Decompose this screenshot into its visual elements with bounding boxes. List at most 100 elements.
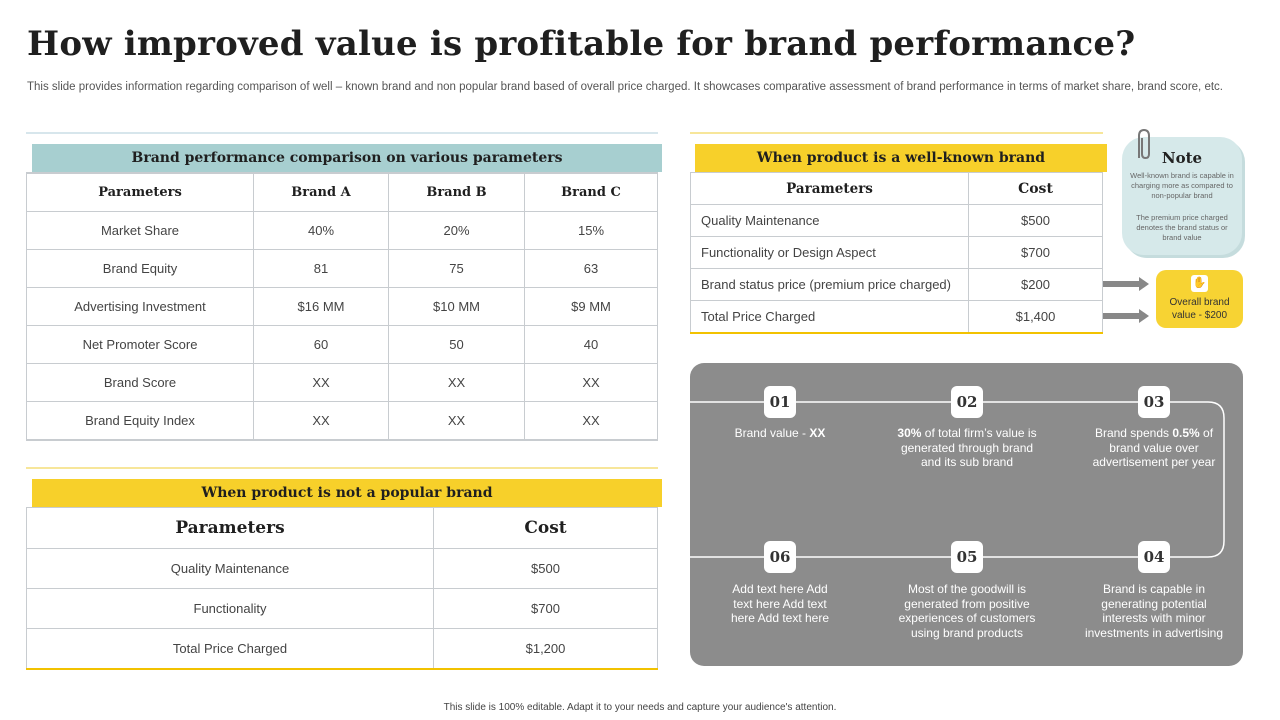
table-cell: Quality Maintenance [690,204,969,237]
brand-performance-table: Parameters Brand A Brand B Brand C Marke… [26,172,658,441]
step-number: 01 [764,386,796,418]
table-cell: 40% [253,211,389,250]
table-cell: XX [524,401,658,441]
step-description: 30% of total firm’s value is generated t… [892,426,1042,470]
page-subtitle: This slide provides information regardin… [27,81,1223,93]
overall-brand-value-box: ✋ Overall brand value - $200 [1156,270,1243,328]
table-cell: $500 [968,204,1103,237]
table-cell: $200 [968,268,1103,301]
table-cell: $500 [433,548,658,589]
table-header-row: Parameters Cost [26,507,658,549]
table-cell: Market Share [26,211,254,250]
table-cell: Advertising Investment [26,287,254,326]
header-cell: Parameters [26,507,434,549]
table-cell: Brand Equity Index [26,401,254,441]
note-text: The premium price charged denotes the br… [1136,213,1228,242]
table-cell: $700 [968,236,1103,269]
table-cell: $16 MM [253,287,389,326]
divider [26,132,658,134]
header-cell: Brand B [388,172,525,212]
table-cell: 63 [524,249,658,288]
perf-banner: Brand performance comparison on various … [32,144,662,172]
divider [26,467,658,469]
table-cell: Total Price Charged [26,628,434,670]
table-cell: 60 [253,325,389,364]
table-cell: $9 MM [524,287,658,326]
table-cell: 40 [524,325,658,364]
table-cell: XX [524,363,658,402]
step-description: Brand value - XX [705,426,855,441]
table-cell: Brand Equity [26,249,254,288]
table-cell: Functionality or Design Aspect [690,236,969,269]
well-known-brand-table: Parameters Cost Quality Maintenance $500… [690,172,1103,334]
step-description: Brand is capable in generating potential… [1084,582,1224,640]
table-cell: XX [253,401,389,441]
header-cell: Brand A [253,172,389,212]
table-cell: $1,200 [433,628,658,670]
header-cell: Brand C [524,172,658,212]
step-description: Most of the goodwill is generated from p… [898,582,1036,640]
paperclip-icon [1138,128,1150,160]
table-cell: XX [388,363,525,402]
table-row: Net Promoter Score 60 50 40 [26,325,658,364]
table-cell: $10 MM [388,287,525,326]
table-cell: 50 [388,325,525,364]
table-cell: 20% [388,211,525,250]
step-number: 06 [764,541,796,573]
step-text-bold: 30% [897,426,922,440]
note-box: Note Well-known brand is capable in char… [1122,137,1242,255]
overall-line-1: Overall brand [1169,297,1230,308]
known-banner: When product is a well-known brand [695,144,1107,172]
table-row: Brand Equity Index XX XX XX [26,401,658,441]
table-cell: Brand status price (premium price charge… [690,268,969,301]
table-row: Total Price Charged $1,200 [26,628,658,670]
overall-line-2: value - $200 [1171,310,1228,321]
table-row: Brand Equity 81 75 63 [26,249,658,288]
table-cell: 75 [388,249,525,288]
step-description: Brand spends 0.5% of brand value over ad… [1082,426,1226,470]
table-row: Quality Maintenance $500 [26,548,658,589]
table-cell: Total Price Charged [690,300,969,334]
table-cell: $1,400 [968,300,1103,334]
step-text-part: of brand value over advertisement per ye… [1092,426,1216,469]
table-row: Market Share 40% 20% 15% [26,211,658,250]
step-description: Add text here Add text here Add text her… [730,582,830,625]
table-row: Total Price Charged $1,400 [690,300,1103,334]
step-number: 04 [1138,541,1170,573]
table-cell: 81 [253,249,389,288]
table-row: Functionality $700 [26,588,658,629]
step-text-part: of total firm’s value is generated throu… [900,426,1037,469]
process-panel: 01 02 03 06 05 04 Brand value - XX 30% o… [690,363,1243,666]
hand-coin-icon: ✋ [1191,275,1208,292]
table-row: Advertising Investment $16 MM $10 MM $9 … [26,287,658,326]
table-cell: XX [253,363,389,402]
step-number: 03 [1138,386,1170,418]
notpop-banner: When product is not a popular brand [32,479,662,507]
header-cell: Parameters [690,172,969,205]
step-number: 05 [951,541,983,573]
process-connector [690,401,1225,558]
table-cell: Quality Maintenance [26,548,434,589]
step-number: 02 [951,386,983,418]
divider [690,132,1103,134]
footer-text: This slide is 100% editable. Adapt it to… [443,702,837,713]
table-cell: Net Promoter Score [26,325,254,364]
table-row: Brand Score XX XX XX [26,363,658,402]
step-text-bold: XX [809,426,826,440]
header-cell: Cost [968,172,1103,205]
note-text: Well-known brand is capable in charging … [1130,171,1234,200]
table-cell: 15% [524,211,658,250]
table-header-row: Parameters Brand A Brand B Brand C [26,172,658,212]
table-cell: XX [388,401,525,441]
arrow-right-icon [1103,309,1149,323]
arrow-right-icon [1103,277,1149,291]
table-cell: Brand Score [26,363,254,402]
note-title: Note [1161,149,1203,167]
table-row: Brand status price (premium price charge… [690,268,1103,301]
step-text-part: Brand spends [1094,426,1173,440]
table-row: Quality Maintenance $500 [690,204,1103,237]
step-text-part: Brand value - [734,426,810,440]
header-cell: Parameters [26,172,254,212]
table-row: Functionality or Design Aspect $700 [690,236,1103,269]
header-cell: Cost [433,507,658,549]
